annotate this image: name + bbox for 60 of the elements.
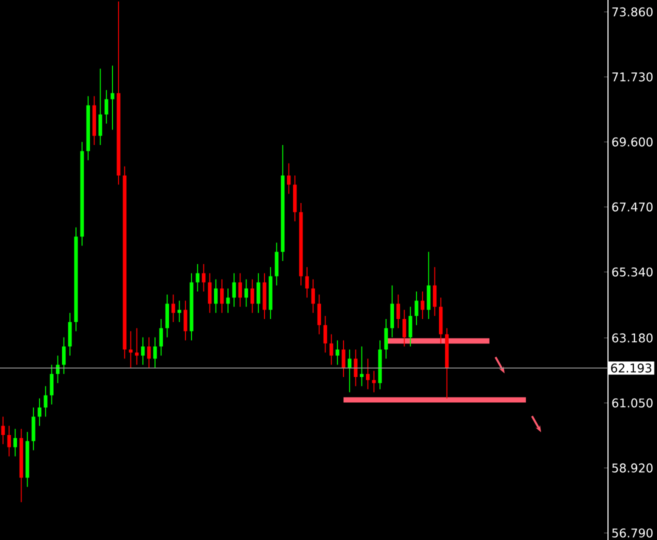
candlestick	[7, 425, 11, 457]
candlestick	[134, 328, 139, 366]
candlestick	[232, 272, 236, 308]
y-tick-label: 69.600	[612, 137, 653, 146]
candlestick	[153, 336, 157, 368]
candlestick	[104, 90, 108, 124]
y-tick-label: 67.470	[612, 202, 653, 212]
candlestick	[159, 318, 163, 356]
candlestick	[323, 315, 328, 354]
candlestick	[208, 272, 212, 314]
candlestick	[184, 300, 188, 341]
candlestick	[286, 162, 291, 194]
candlestick	[196, 264, 200, 292]
candlestick	[408, 306, 412, 347]
y-tick-label: 63.180	[612, 333, 653, 342]
candlestick	[311, 278, 315, 314]
candlestick	[372, 370, 376, 393]
candlestick	[317, 294, 322, 335]
candlestick	[128, 330, 133, 368]
candlestick	[354, 349, 358, 387]
candlestick	[305, 266, 309, 298]
candlestick	[44, 386, 48, 418]
candlestick	[384, 318, 388, 360]
candlestick	[62, 336, 66, 374]
candlestick	[50, 364, 54, 405]
candlestick	[420, 291, 424, 320]
candlestick	[220, 278, 224, 314]
candlestick	[366, 358, 370, 390]
candlestick	[360, 346, 364, 387]
candlestick	[202, 264, 206, 292]
candlestick	[250, 278, 254, 314]
candlestick	[342, 340, 346, 378]
candlestick	[330, 334, 334, 366]
candlestick	[38, 398, 42, 426]
candlestick	[256, 272, 260, 314]
candlestick	[178, 300, 182, 323]
candlestick	[238, 272, 242, 308]
candlestick	[171, 294, 176, 323]
candlestick	[348, 349, 352, 393]
candlestick	[432, 266, 437, 316]
candlestick	[1, 416, 5, 445]
candlestick	[396, 294, 400, 329]
candlestick	[336, 340, 340, 366]
candlestick	[13, 428, 18, 457]
candlestick	[141, 336, 145, 366]
y-tick-label: 65.340	[612, 267, 653, 277]
candlestick	[147, 336, 151, 368]
candlestick	[98, 68, 102, 146]
y-tick-label: 71.730	[612, 72, 653, 82]
candlestick	[110, 65, 114, 130]
candlestick	[244, 278, 248, 308]
y-tick-label: 58.920	[612, 463, 653, 472]
y-tick-label: 56.790	[612, 528, 653, 538]
y-tick-label: 73.860	[612, 7, 653, 16]
candlestick	[226, 288, 230, 314]
y-tick-label: 61.050	[612, 398, 653, 408]
candlestick	[414, 291, 418, 326]
ref-line-label: 62.193	[611, 364, 652, 373]
candlestick	[402, 309, 406, 347]
candlestick	[214, 278, 218, 314]
